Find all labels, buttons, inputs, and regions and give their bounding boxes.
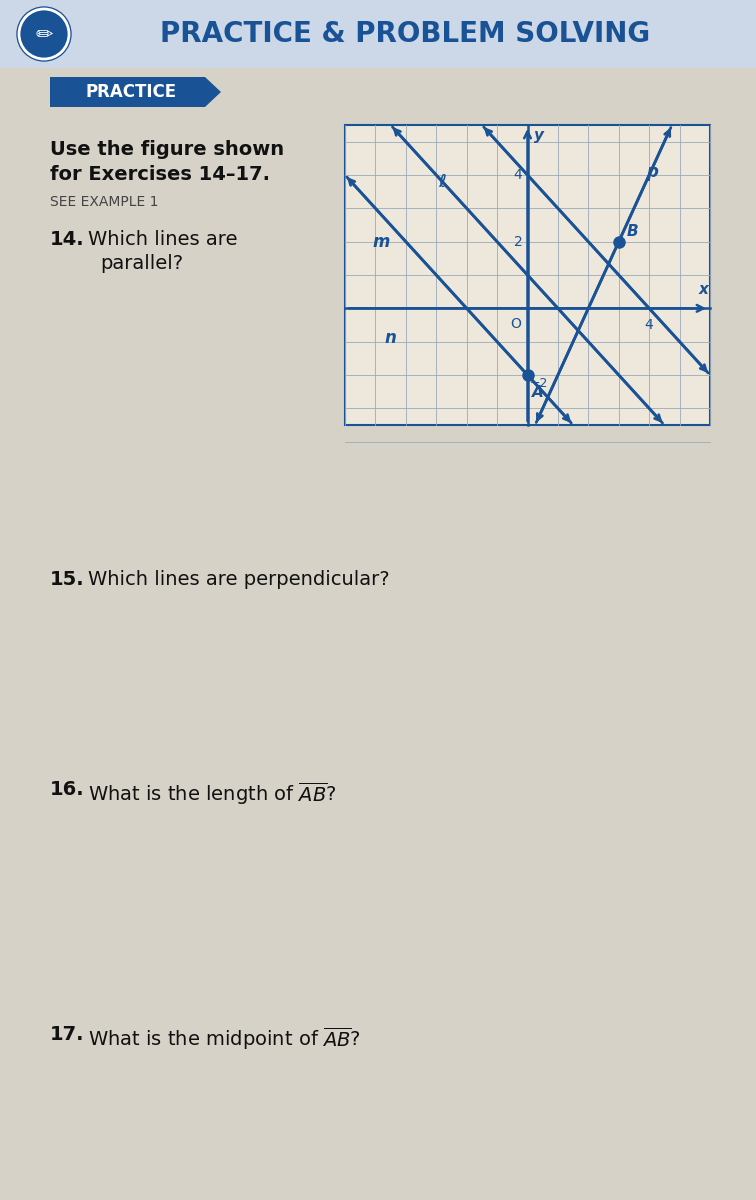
- Text: n: n: [385, 329, 397, 347]
- Text: x: x: [699, 282, 709, 298]
- FancyBboxPatch shape: [345, 125, 710, 425]
- Text: 4: 4: [645, 318, 653, 332]
- Text: SEE EXAMPLE 1: SEE EXAMPLE 1: [50, 194, 159, 209]
- Text: A: A: [531, 385, 544, 400]
- Text: m: m: [373, 233, 390, 251]
- Text: y: y: [534, 128, 544, 143]
- Text: 4: 4: [514, 168, 522, 182]
- Text: 16.: 16.: [50, 780, 85, 799]
- Text: for Exercises 14–17.: for Exercises 14–17.: [50, 164, 270, 184]
- Circle shape: [17, 7, 71, 61]
- Text: What is the length of $\overline{AB}$?: What is the length of $\overline{AB}$?: [88, 780, 336, 806]
- Text: Use the figure shown: Use the figure shown: [50, 140, 284, 158]
- Text: Which lines are perpendicular?: Which lines are perpendicular?: [88, 570, 389, 589]
- Polygon shape: [50, 77, 221, 107]
- Text: What is the midpoint of $\overline{AB}$?: What is the midpoint of $\overline{AB}$?: [88, 1025, 361, 1052]
- Text: 17.: 17.: [50, 1025, 85, 1044]
- Text: p: p: [646, 163, 658, 181]
- FancyBboxPatch shape: [0, 0, 756, 68]
- Text: 14.: 14.: [50, 230, 85, 248]
- Text: 2: 2: [514, 235, 522, 248]
- Text: parallel?: parallel?: [100, 254, 183, 272]
- Text: B: B: [627, 223, 638, 239]
- Text: ℓ: ℓ: [438, 173, 446, 191]
- Text: PRACTICE & PROBLEM SOLVING: PRACTICE & PROBLEM SOLVING: [160, 20, 650, 48]
- Text: 15.: 15.: [50, 570, 85, 589]
- Text: ✏: ✏: [36, 24, 53, 44]
- Text: O: O: [510, 317, 522, 331]
- Text: Which lines are: Which lines are: [88, 230, 237, 248]
- Text: PRACTICE: PRACTICE: [86, 83, 177, 101]
- Text: −2: −2: [529, 377, 548, 390]
